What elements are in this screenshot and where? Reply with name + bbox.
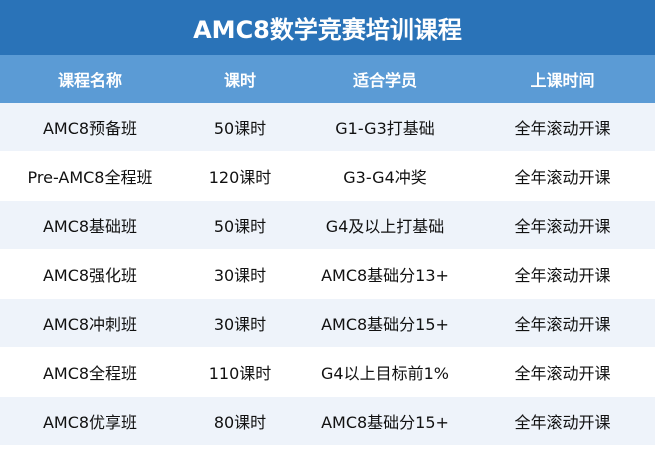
table-cell: 50课时 (213, 119, 267, 138)
title: AMC8数学竞赛培训课程 (0, 0, 655, 55)
table-cell: G3-G4冲奖 (343, 168, 427, 187)
table-row: AMC8冲刺班 30课时 AMC8基础分15+ 全年滚动开课 (0, 299, 655, 348)
table-cell: G1-G3打基础 (335, 119, 435, 138)
table-body: AMC8预备班 50课时 G1-G3打基础 全年滚动开课 Pre-AMC8全程班 120课… (0, 103, 655, 446)
table-cell: Pre-AMC8全程班 (27, 168, 153, 187)
table-cell: 110课时 (208, 364, 272, 383)
table-row: AMC8全程班 110课时 G4以上目标前1% 全年滚动开课 (0, 348, 655, 397)
table-cell: 全年滚动开课 (514, 217, 611, 236)
table-cell: AMC8基础分15+ (321, 315, 449, 334)
table-row: AMC8优享班 80课时 AMC8基础分15+ 全年滚动开课 (0, 397, 655, 446)
column-header: 课程名称 (57, 71, 122, 90)
table-cell: 全年滚动开课 (514, 364, 611, 383)
table-row: AMC8强化班 30课时 AMC8基础分13+ 全年滚动开课 (0, 250, 655, 299)
column-header: 课时 (223, 71, 256, 90)
table-cell: 全年滚动开课 (514, 266, 611, 285)
table: 课程名称 课时 适合学员 上课时间 AMC8预备班 50课时 G1-G3打基础 全年滚动开课 P… (0, 55, 655, 446)
column-header: 适合学员 (352, 71, 417, 90)
table-cell: G4及以上打基础 (325, 217, 445, 236)
header-row: 课程名称 课时 适合学员 上课时间 (0, 55, 655, 103)
table-cell: 全年滚动开课 (514, 315, 611, 334)
table-cell: AMC8基础分13+ (321, 266, 449, 285)
table-cell: AMC8优享班 (42, 413, 138, 432)
table-row: AMC8基础班 50课时 G4及以上打基础 全年滚动开课 (0, 201, 655, 250)
table-cell: 全年滚动开课 (514, 413, 611, 432)
table-cell: AMC8基础分15+ (321, 413, 449, 432)
table-cell: 120课时 (208, 168, 272, 187)
table-cell: 50课时 (213, 217, 267, 236)
table-cell: AMC8冲刺班 (42, 315, 138, 334)
table-cell: G4以上目标前1% (321, 364, 449, 383)
table-cell: 80课时 (213, 413, 267, 432)
table-cell: AMC8预备班 (42, 119, 138, 138)
column-header: 上课时间 (530, 71, 595, 90)
table-row: AMC8预备班 50课时 G1-G3打基础 全年滚动开课 (0, 103, 655, 152)
table-cell: 全年滚动开课 (514, 119, 611, 138)
table-cell: 全年滚动开课 (514, 168, 611, 187)
table-cell: 30课时 (213, 315, 267, 334)
table-cell: AMC8基础班 (42, 217, 138, 236)
table-row: Pre-AMC8全程班 120课时 G3-G4冲奖 全年滚动开课 (0, 152, 655, 201)
table-cell: AMC8全程班 (42, 364, 138, 383)
table-cell: AMC8强化班 (42, 266, 138, 285)
table-cell: 30课时 (213, 266, 267, 285)
